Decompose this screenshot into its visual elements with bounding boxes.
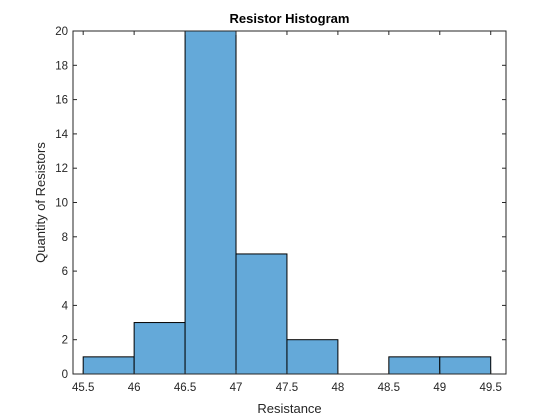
x-tick-label: 48 [331,382,344,394]
x-tick-label: 47 [230,382,243,394]
histogram-bar [235,253,288,375]
y-tick-label: 8 [62,232,68,244]
y-tick-label: 16 [55,95,68,107]
x-tick-label: 47.5 [276,382,298,394]
x-axis-label: Resistance [257,401,321,416]
y-tick-label: 6 [62,266,68,278]
x-tick-label: 46 [128,382,141,394]
y-tick-label: 2 [62,335,68,347]
histogram-bar [133,322,186,375]
x-tick-label: 49 [433,382,446,394]
bars-layer [82,30,492,375]
histogram-bar [439,356,492,375]
x-tick-label: 45.5 [72,382,94,394]
x-tick-label: 49.5 [480,382,502,394]
chart-title: Resistor Histogram [230,11,350,26]
y-tick-label: 18 [55,60,68,72]
y-tick-label: 12 [55,163,68,175]
histogram-bar [388,356,441,375]
y-axis-label: Quantity of Resistors [33,142,48,263]
histogram-bar [82,356,135,375]
y-tick-label: 4 [62,300,69,312]
x-tick-label: 48.5 [378,382,400,394]
y-tick-label: 10 [55,198,68,210]
ticks-layer: 45.5 46 46.5 47 47.5 48 48.5 49 49.5024681012141… [55,26,506,394]
y-tick-label: 20 [55,26,68,38]
y-tick-label: 0 [62,369,68,381]
x-tick-label: 46.5 [174,382,196,394]
histogram-bar [184,30,237,375]
y-tick-label: 14 [55,129,68,141]
histogram-bar [286,339,339,375]
